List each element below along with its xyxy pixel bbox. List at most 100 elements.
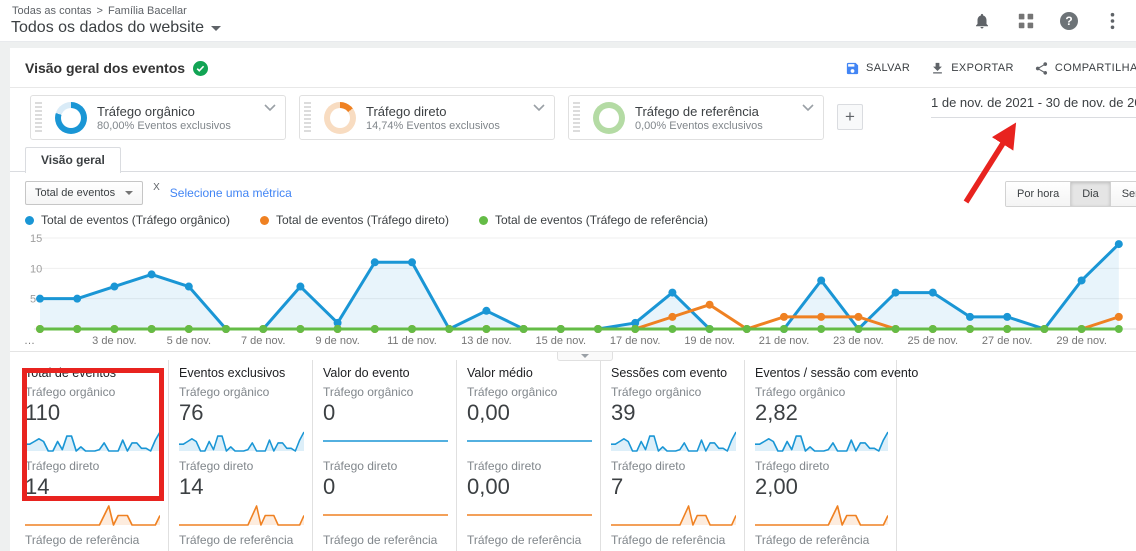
save-button[interactable]: SALVAR: [845, 61, 910, 76]
metric-segment-label: Tráfego orgânico: [25, 385, 160, 399]
timeseries-chart[interactable]: 51015…3 de nov.5 de nov.7 de nov.9 de no…: [22, 234, 1136, 349]
overflow-menu-icon[interactable]: [1102, 11, 1122, 31]
sparkline: [467, 502, 592, 528]
export-label: EXPORTAR: [951, 62, 1014, 74]
ga-events-overview-screen: Todas as contas > Família Bacellar Todos…: [0, 0, 1136, 551]
chart-legend: Total de eventos (Tráfego orgânico) Total…: [25, 213, 708, 227]
chevron-down-icon[interactable]: [264, 104, 276, 112]
drag-handle-icon[interactable]: [304, 102, 311, 133]
breadcrumb-all-accounts[interactable]: Todas as contas: [12, 5, 92, 17]
legend-dot-icon: [260, 216, 269, 225]
metric-value: 2,82: [755, 400, 888, 426]
svg-text:23 de nov.: 23 de nov.: [833, 335, 884, 347]
scorecard-title: Valor médio: [467, 366, 592, 380]
report-toolbar: SALVAR EXPORTAR COMPARTILHAR 2 INSIGHTS: [845, 58, 1136, 78]
granularity-button-por-hora[interactable]: Por hora: [1006, 182, 1070, 206]
svg-text:…: …: [24, 335, 35, 347]
report-title-label: Visão geral dos eventos: [25, 60, 185, 76]
metric-segment-label: Tráfego direto: [755, 459, 888, 473]
scorecard-5: Sessões com eventoTráfego orgânico39Tráf…: [601, 360, 745, 551]
help-icon[interactable]: ?: [1060, 12, 1078, 30]
report-panel: Visão geral dos eventos SALVAR EXPORTAR …: [10, 48, 1136, 551]
segment-chip-text: Tráfego de referência0,00% Eventos exclu…: [635, 104, 763, 132]
segment-chip-2[interactable]: Tráfego direto14,74% Eventos exclusivos: [299, 95, 555, 140]
granularity-button-dia[interactable]: Dia: [1070, 182, 1110, 206]
tab-overview[interactable]: Visão geral: [25, 147, 121, 173]
chevron-down-icon: [581, 354, 589, 358]
remove-metric-button[interactable]: X: [153, 182, 160, 193]
verified-check-icon: [193, 61, 208, 76]
chevron-down-icon: [125, 191, 133, 195]
legend-label: Total de eventos (Tráfego orgânico): [41, 213, 230, 227]
sparkline: [611, 502, 736, 528]
metric-segment-label: Tráfego de referência: [179, 533, 304, 547]
svg-text:25 de nov.: 25 de nov.: [908, 335, 959, 347]
scorecard-3: Valor do eventoTráfego orgânico0Tráfego …: [313, 360, 457, 551]
drag-handle-icon[interactable]: [573, 102, 580, 133]
segment-chip-text: Tráfego direto14,74% Eventos exclusivos: [366, 104, 500, 132]
property-view-selector[interactable]: Todos os dados do website: [11, 19, 221, 37]
timeseries-chart-svg: 51015…3 de nov.5 de nov.7 de nov.9 de no…: [22, 234, 1136, 349]
svg-text:17 de nov.: 17 de nov.: [610, 335, 661, 347]
tab-strip: Visão geral: [10, 147, 1136, 172]
sparkline: [25, 428, 160, 454]
segment-name: Tráfego direto: [366, 104, 500, 120]
drag-handle-icon[interactable]: [35, 102, 42, 133]
select-metric-link[interactable]: Selecione uma métrica: [170, 186, 292, 200]
sparkline: [323, 502, 448, 528]
metric-segment-label: Tráfego direto: [179, 459, 304, 473]
sparkline: [467, 428, 592, 454]
notifications-bell-icon[interactable]: [972, 11, 992, 31]
metric-value: 2,00: [755, 474, 888, 500]
segment-subtitle: 80,00% Eventos exclusivos: [97, 120, 231, 132]
segment-donut-icon: [324, 102, 356, 134]
sparkline: [611, 428, 736, 454]
svg-text:15: 15: [30, 234, 42, 245]
scorecard-6: Eventos / sessão com evento Tráfego orgân…: [745, 360, 897, 551]
svg-text:5 de nov.: 5 de nov.: [167, 335, 211, 347]
segment-chip-3[interactable]: Tráfego de referência0,00% Eventos exclu…: [568, 95, 824, 140]
metric-value: 76: [179, 400, 304, 426]
top-app-bar: Todas as contas > Família Bacellar Todos…: [0, 0, 1136, 42]
metric-segment-label: Tráfego direto: [25, 459, 160, 473]
time-granularity-group: Por horaDiaSemanaMês: [1005, 181, 1136, 207]
svg-text:29 de nov.: 29 de nov.: [1056, 335, 1107, 347]
scorecard-title: Valor do evento: [323, 366, 448, 380]
metric-segment-label: Tráfego de referência: [467, 533, 592, 547]
share-button[interactable]: COMPARTILHAR: [1034, 61, 1136, 76]
metric-segment-label: Tráfego de referência: [755, 533, 888, 547]
chevron-down-icon[interactable]: [533, 104, 545, 112]
segment-donut-icon: [593, 102, 625, 134]
metric-value: 39: [611, 400, 736, 426]
sparkline: [755, 428, 888, 454]
apps-grid-icon[interactable]: [1016, 11, 1036, 31]
download-icon: [930, 61, 945, 76]
chevron-down-icon: [211, 26, 221, 31]
segment-name: Tráfego orgânico: [97, 104, 231, 120]
export-button[interactable]: EXPORTAR: [930, 61, 1014, 76]
metric-segment-label: Tráfego de referência: [611, 533, 736, 547]
metric-segment-label: Tráfego orgânico: [755, 385, 888, 399]
svg-text:10: 10: [30, 263, 42, 275]
segment-chip-1[interactable]: Tráfego orgânico80,00% Eventos exclusivo…: [30, 95, 286, 140]
report-title: Visão geral dos eventos: [25, 60, 208, 76]
view-title-label: Todos os dados do website: [11, 19, 204, 37]
metric-value: 0,00: [467, 400, 592, 426]
legend-item: Total de eventos (Tráfego direto): [260, 213, 449, 227]
add-segment-button[interactable]: +: [837, 104, 863, 130]
granularity-button-semana[interactable]: Semana: [1110, 182, 1136, 206]
scorecard-title: Eventos / sessão com evento: [755, 366, 888, 380]
breadcrumb-account[interactable]: Família Bacellar: [108, 5, 187, 17]
metric-value: 7: [611, 474, 736, 500]
sparkline: [755, 502, 888, 528]
metric-value: 0,00: [467, 474, 592, 500]
metric-value: 14: [179, 474, 304, 500]
chevron-down-icon[interactable]: [802, 104, 814, 112]
metric-segment-label: Tráfego direto: [467, 459, 592, 473]
save-label: SALVAR: [866, 62, 910, 74]
segment-chips-row: Tráfego orgânico80,00% Eventos exclusivo…: [30, 95, 863, 140]
date-range-selector[interactable]: 1 de nov. de 2021 - 30 de nov. de 2021: [931, 95, 1136, 118]
scorecard-4: Valor médioTráfego orgânico0,00Tráfego d…: [457, 360, 601, 551]
metric-dropdown[interactable]: Total de eventos: [25, 181, 143, 205]
metric-segment-label: Tráfego orgânico: [467, 385, 592, 399]
